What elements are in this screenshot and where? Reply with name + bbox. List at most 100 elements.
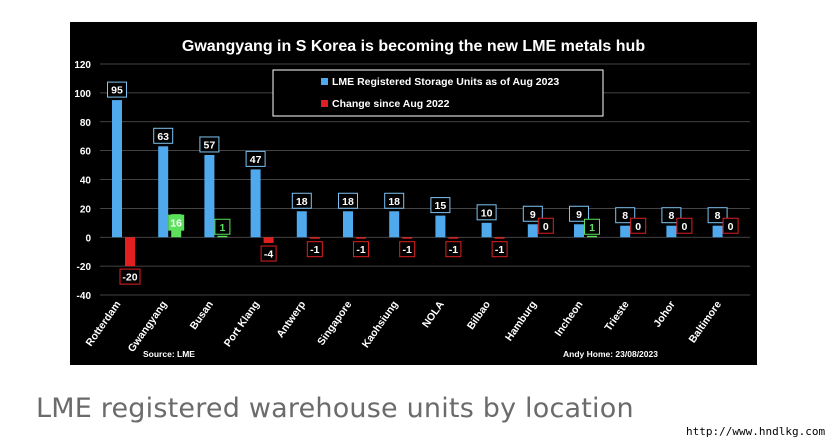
category-label: Trieste [602, 299, 631, 334]
change-value-label: 0 [635, 221, 641, 233]
category-label: Busan [188, 299, 216, 332]
storage-bar [343, 211, 353, 238]
category-label: Bilbao [465, 299, 493, 332]
storage-value-label: 9 [530, 209, 536, 221]
category-label: Rotterdam [84, 299, 124, 349]
change-value-box [722, 217, 739, 234]
change-bar [356, 237, 366, 239]
change-value-box [214, 218, 231, 235]
y-tick-label: -20 [77, 262, 92, 273]
storage-bar [712, 225, 723, 238]
storage-value-label: 18 [296, 196, 308, 208]
y-tick-label: 120 [74, 60, 91, 71]
storage-value-label: 8 [715, 210, 721, 222]
change-value-box [260, 245, 277, 262]
change-value-label: -1 [310, 244, 319, 256]
change-bar [309, 237, 320, 239]
storage-value-label: 18 [342, 196, 354, 208]
change-value-label: -4 [264, 249, 273, 261]
storage-bar [620, 225, 631, 238]
change-bar [587, 235, 597, 238]
storage-value-label: 47 [250, 154, 262, 166]
change-value-box [676, 217, 693, 234]
change-value-box [537, 217, 554, 234]
change-bar [448, 237, 459, 239]
storage-value-label: 9 [576, 209, 582, 221]
change-bar [494, 237, 505, 239]
storage-bar [296, 211, 307, 238]
change-value-label: 1 [589, 222, 595, 234]
y-tick-label: 80 [80, 118, 92, 129]
storage-value-box [522, 205, 543, 222]
y-tick-label: 100 [74, 89, 91, 100]
legend-swatch-change [321, 100, 328, 107]
category-label: Antwerp [274, 299, 308, 340]
change-value-box [119, 268, 141, 285]
category-label: NOLA [420, 298, 447, 330]
figure-caption: LME registered warehouse units by locati… [36, 393, 634, 424]
change-value-label: 1 [219, 222, 225, 234]
change-bar [217, 235, 228, 238]
change-value-label: 16 [170, 218, 182, 230]
change-value-label: -1 [449, 244, 458, 256]
storage-bar [666, 225, 677, 238]
change-value-label: 0 [543, 221, 549, 233]
storage-value-box [338, 192, 358, 209]
category-label: Singapore [315, 299, 354, 348]
storage-value-label: 8 [622, 210, 628, 222]
category-label: Incheon [553, 299, 586, 339]
change-bar [263, 237, 274, 244]
storage-value-box [107, 81, 127, 98]
category-label: Hamburg [503, 299, 539, 344]
category-label: Gwangyang [126, 299, 170, 355]
storage-value-label: 15 [435, 200, 447, 212]
storage-bar [204, 154, 215, 238]
legend-label-storage: LME Registered Storage Units as of Aug 2… [332, 76, 559, 88]
y-tick-label: 0 [85, 233, 91, 244]
category-label: Kaohsiung [360, 299, 401, 350]
storage-bar [481, 222, 492, 238]
change-value-box [630, 217, 647, 234]
change-value-box [353, 241, 369, 258]
chart-panel: Gwangyang in S Korea is becoming the new… [70, 22, 757, 365]
legend-swatch-storage [321, 78, 328, 85]
storage-value-box [707, 207, 728, 224]
storage-bar [389, 211, 400, 238]
storage-value-box [615, 207, 636, 224]
legend-box [272, 69, 604, 117]
change-value-label: 0 [728, 221, 734, 233]
storage-bar [250, 169, 261, 238]
y-tick-label: 20 [80, 204, 92, 215]
author-note: Andy Home: 23/08/2023 [563, 349, 658, 359]
storage-value-box [199, 136, 220, 153]
y-tick-label: 40 [80, 176, 92, 187]
storage-value-label: 57 [204, 139, 216, 151]
storage-bar [435, 215, 446, 238]
storage-value-box [153, 127, 174, 144]
bar-chart: Gwangyang in S Korea is becoming the new… [74, 38, 750, 359]
change-value-label: 0 [681, 221, 687, 233]
storage-bar [112, 100, 122, 238]
storage-value-label: 95 [111, 85, 123, 97]
storage-value-label: 8 [668, 210, 674, 222]
storage-bar [527, 224, 538, 238]
storage-value-label: 18 [388, 196, 400, 208]
legend-label-change: Change since Aug 2022 [332, 98, 450, 110]
storage-bar [574, 224, 584, 238]
category-label: Port Klang [222, 299, 262, 349]
change-bar [125, 237, 135, 267]
change-value-label: -1 [403, 244, 412, 256]
storage-bar [158, 146, 169, 238]
category-label: Johor [651, 299, 678, 330]
change-value-box [399, 241, 416, 258]
storage-value-label: 63 [157, 131, 169, 143]
storage-value-box [245, 150, 266, 167]
change-value-label: -20 [122, 272, 137, 284]
watermark-url: http://www.hndlkg.com [686, 425, 826, 438]
source-note: Source: LME [143, 349, 195, 359]
category-label: Baltimore [686, 299, 724, 346]
change-value-label: -1 [495, 244, 504, 256]
change-value-box [306, 241, 323, 258]
storage-value-label: 10 [481, 207, 493, 219]
change-value-box [168, 214, 185, 231]
